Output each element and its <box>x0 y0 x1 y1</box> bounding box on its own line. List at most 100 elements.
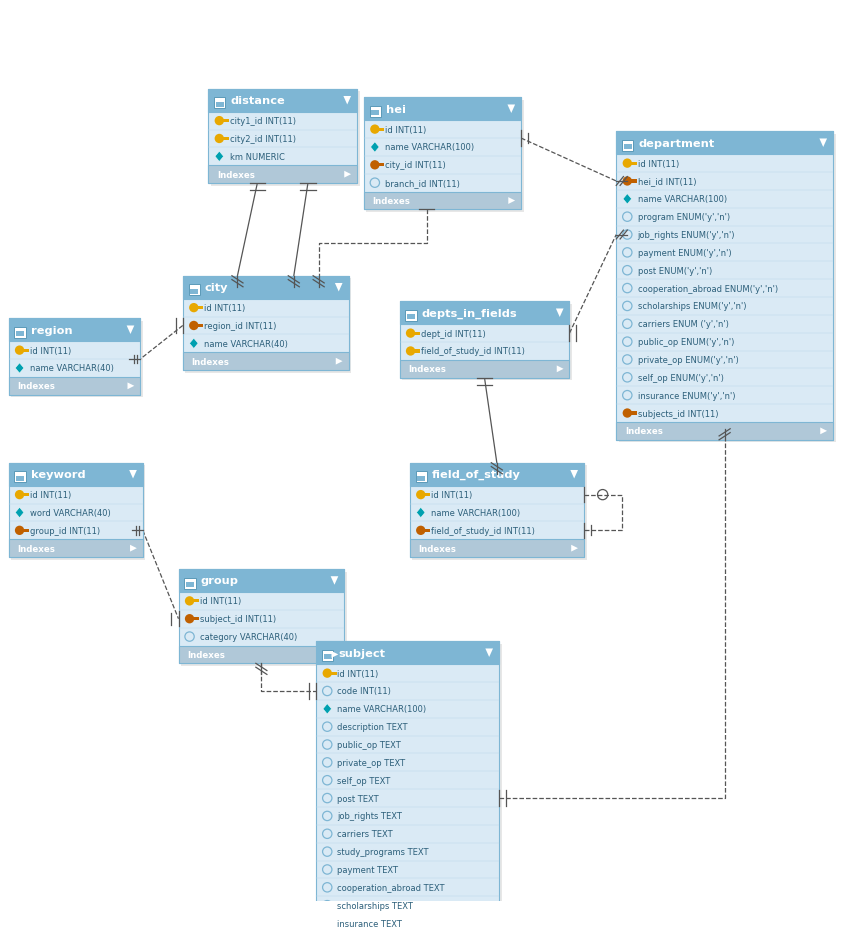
FancyBboxPatch shape <box>189 285 200 296</box>
FancyBboxPatch shape <box>316 642 499 950</box>
Text: self_op ENUM('y','n'): self_op ENUM('y','n') <box>638 373 723 383</box>
Text: program ENUM('y','n'): program ENUM('y','n') <box>638 213 729 222</box>
Circle shape <box>15 490 25 500</box>
FancyBboxPatch shape <box>405 310 416 322</box>
Text: subject_id INT(11): subject_id INT(11) <box>200 615 276 624</box>
Text: scholarships TEXT: scholarships TEXT <box>337 901 413 910</box>
FancyBboxPatch shape <box>216 103 224 108</box>
Text: field_of_study_id INT(11): field_of_study_id INT(11) <box>421 347 524 356</box>
Text: private_op TEXT: private_op TEXT <box>337 758 405 767</box>
FancyBboxPatch shape <box>414 332 420 335</box>
FancyBboxPatch shape <box>631 412 637 415</box>
Text: id INT(11): id INT(11) <box>385 126 427 134</box>
Text: cooperation_abroad TEXT: cooperation_abroad TEXT <box>337 883 445 892</box>
Text: Indexes: Indexes <box>625 426 663 436</box>
FancyBboxPatch shape <box>193 618 199 621</box>
Text: carriers TEXT: carriers TEXT <box>337 829 393 839</box>
FancyBboxPatch shape <box>8 540 143 558</box>
FancyBboxPatch shape <box>400 361 570 378</box>
Polygon shape <box>128 383 134 389</box>
Polygon shape <box>557 366 564 373</box>
FancyBboxPatch shape <box>616 132 833 441</box>
Text: scholarships ENUM('y','n'): scholarships ENUM('y','n') <box>638 302 746 311</box>
Text: id INT(11): id INT(11) <box>204 304 246 313</box>
Circle shape <box>15 526 25 535</box>
FancyBboxPatch shape <box>186 583 194 587</box>
FancyBboxPatch shape <box>8 464 143 486</box>
Polygon shape <box>485 649 493 657</box>
Text: hei: hei <box>386 105 406 114</box>
Polygon shape <box>556 309 564 318</box>
FancyBboxPatch shape <box>16 476 24 481</box>
Polygon shape <box>215 152 224 162</box>
FancyBboxPatch shape <box>616 423 833 441</box>
Circle shape <box>622 409 632 418</box>
Text: carriers ENUM ('y','n'): carriers ENUM ('y','n') <box>638 320 728 329</box>
FancyBboxPatch shape <box>331 672 337 675</box>
Text: group_id INT(11): group_id INT(11) <box>30 526 100 535</box>
Circle shape <box>406 329 415 339</box>
Text: public_op TEXT: public_op TEXT <box>337 741 401 749</box>
Circle shape <box>15 347 25 355</box>
Circle shape <box>214 134 224 144</box>
FancyBboxPatch shape <box>616 132 833 155</box>
Circle shape <box>322 668 332 678</box>
Text: insurance TEXT: insurance TEXT <box>337 919 402 927</box>
Text: id INT(11): id INT(11) <box>200 597 241 605</box>
Text: distance: distance <box>230 96 285 106</box>
FancyBboxPatch shape <box>23 529 29 532</box>
Polygon shape <box>343 97 351 106</box>
Text: region_id INT(11): region_id INT(11) <box>204 322 276 330</box>
Polygon shape <box>820 428 827 435</box>
Circle shape <box>622 177 632 187</box>
FancyBboxPatch shape <box>208 89 357 184</box>
Polygon shape <box>331 577 338 585</box>
Text: post TEXT: post TEXT <box>337 794 379 803</box>
FancyBboxPatch shape <box>14 327 26 339</box>
Polygon shape <box>507 106 515 114</box>
FancyBboxPatch shape <box>178 569 344 592</box>
Circle shape <box>406 347 415 356</box>
Text: insurance ENUM('y','n'): insurance ENUM('y','n') <box>638 391 735 400</box>
FancyBboxPatch shape <box>197 307 203 309</box>
FancyBboxPatch shape <box>214 98 225 109</box>
FancyBboxPatch shape <box>370 107 381 118</box>
Text: private_op ENUM('y','n'): private_op ENUM('y','n') <box>638 356 739 365</box>
Polygon shape <box>323 704 332 714</box>
FancyBboxPatch shape <box>316 642 499 664</box>
FancyBboxPatch shape <box>8 319 140 395</box>
FancyBboxPatch shape <box>410 464 584 486</box>
Text: city: city <box>205 283 229 293</box>
FancyBboxPatch shape <box>322 650 333 661</box>
Polygon shape <box>190 339 198 349</box>
Text: Indexes: Indexes <box>408 365 446 374</box>
FancyBboxPatch shape <box>178 645 344 664</box>
FancyBboxPatch shape <box>364 98 521 210</box>
Text: hei_id INT(11): hei_id INT(11) <box>638 177 696 187</box>
Circle shape <box>416 526 425 535</box>
Polygon shape <box>336 358 343 366</box>
FancyBboxPatch shape <box>208 166 357 184</box>
Circle shape <box>371 126 379 134</box>
FancyBboxPatch shape <box>364 192 521 210</box>
FancyBboxPatch shape <box>316 932 499 950</box>
FancyBboxPatch shape <box>412 466 586 560</box>
FancyBboxPatch shape <box>181 572 347 666</box>
FancyBboxPatch shape <box>23 493 29 497</box>
Text: self_op TEXT: self_op TEXT <box>337 776 391 784</box>
FancyBboxPatch shape <box>183 353 348 370</box>
Polygon shape <box>371 143 379 153</box>
Text: city1_id INT(11): city1_id INT(11) <box>230 117 296 126</box>
Text: city2_id INT(11): city2_id INT(11) <box>230 135 296 144</box>
FancyBboxPatch shape <box>619 134 836 443</box>
Circle shape <box>416 490 425 500</box>
Polygon shape <box>130 545 137 552</box>
FancyBboxPatch shape <box>211 92 360 187</box>
Text: name VARCHAR(100): name VARCHAR(100) <box>385 144 474 152</box>
Circle shape <box>622 159 632 169</box>
Text: Indexes: Indexes <box>17 545 55 553</box>
FancyBboxPatch shape <box>223 138 229 141</box>
Text: Indexes: Indexes <box>17 382 55 391</box>
FancyBboxPatch shape <box>416 472 427 483</box>
Polygon shape <box>508 198 515 205</box>
